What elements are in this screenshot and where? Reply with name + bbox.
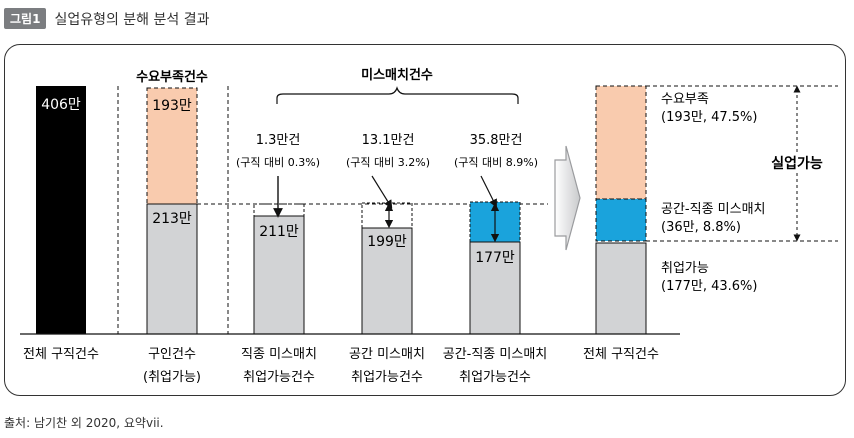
bar-vacancy-employable-segment — [146, 203, 198, 335]
category-vacancy-line2: (취업가능) — [143, 370, 201, 385]
region-gap-box — [361, 202, 413, 229]
occupation-gap-label: 1.3만건 — [256, 133, 301, 148]
legend-mismatch-value: (36만, 8.8%) — [661, 220, 741, 235]
region-gap-arrow — [371, 175, 393, 209]
bar-region-value: 199만 — [367, 234, 407, 250]
mismatch-brace — [276, 86, 519, 104]
figure-source: 출처: 남기찬 외 2020, 요약vii. — [4, 416, 164, 430]
region-gap-ratio: (구직 대비 3.2%) — [346, 156, 430, 169]
bar-region — [361, 227, 413, 335]
category-both-line2: 취업가능건수 — [459, 370, 531, 385]
both-gap-label: 35.8만건 — [470, 133, 523, 148]
bar-vacancy-top-label: 193만 — [152, 98, 192, 114]
occupation-gap-ratio: (구직 대비 0.3%) — [236, 156, 320, 169]
legend-employable-value: (177만, 43.6%) — [661, 279, 757, 294]
legend-demand-title: 수요부족 — [661, 92, 709, 107]
legend-mismatch-title: 공간-직종 미스매치 — [661, 202, 766, 217]
category-total: 전체 구직건수 — [23, 347, 99, 362]
category-region-line1: 공간 미스매치 — [349, 347, 425, 362]
occupation-gap-box — [253, 203, 305, 217]
category-occupation-line1: 직종 미스매치 — [241, 347, 317, 362]
figure-tag: 그림1 — [4, 8, 47, 29]
result-employable-segment — [595, 242, 647, 335]
category-both-line1: 공간-직종 미스매치 — [443, 347, 548, 362]
result-demand-segment — [595, 85, 647, 200]
bar-vacancy-bottom-label: 213만 — [152, 211, 192, 227]
bar-both-value: 177만 — [475, 250, 515, 266]
demand-shortage-header: 수요부족건수 — [136, 69, 208, 85]
both-gap-ratio: (구직 대비 8.9%) — [454, 156, 538, 169]
category-vacancy-line1: 구인건수 — [148, 347, 196, 362]
result-mismatch-segment — [595, 198, 647, 242]
bar-total — [36, 86, 86, 334]
diagram-frame — [4, 44, 846, 396]
unemployment-possible-label: 실업가능 — [771, 156, 823, 172]
bar-occupation-value: 211만 — [259, 224, 299, 240]
category-result: 전체 구직건수 — [583, 347, 659, 362]
mismatch-header: 미스매치건수 — [361, 67, 433, 83]
legend-employable-title: 취업가능 — [661, 261, 709, 276]
figure-title: 실업유형의 분해 분석 결과 — [54, 11, 210, 28]
transition-arrow — [554, 145, 581, 251]
region-gap-label: 13.1만건 — [362, 133, 415, 148]
category-occupation-line2: 취업가능건수 — [243, 370, 315, 385]
figure-header: 그림1 실업유형의 분해 분석 결과 — [4, 8, 209, 29]
bar-total-value: 406만 — [41, 97, 81, 113]
bar-both — [469, 241, 521, 335]
legend-demand-value: (193만, 47.5%) — [661, 110, 757, 125]
category-region-line2: 취업가능건수 — [351, 370, 423, 385]
both-gap-arrow — [480, 175, 497, 208]
